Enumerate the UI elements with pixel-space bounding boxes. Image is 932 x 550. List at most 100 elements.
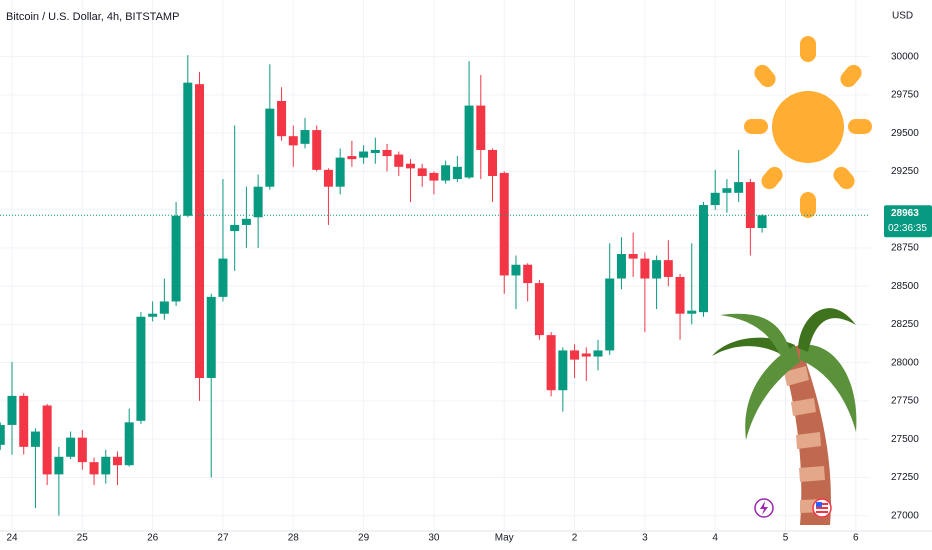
candle-body: [77, 437, 87, 463]
candle-body: [359, 151, 369, 158]
candle-body: [570, 350, 580, 360]
candle-body: [429, 172, 439, 181]
candle-body: [265, 108, 275, 187]
candle-body: [89, 462, 99, 475]
candle-body: [347, 156, 357, 160]
y-tick-label: 27500: [891, 434, 919, 445]
candle-body: [148, 313, 158, 317]
candle-body: [312, 130, 322, 170]
candle-body: [534, 283, 544, 336]
y-tick-label: 28500: [891, 281, 919, 292]
y-tick-label: 29500: [891, 128, 919, 139]
y-tick-label: 27000: [891, 510, 919, 521]
candle-body: [218, 258, 228, 297]
x-tick-label: 24: [6, 533, 18, 544]
candle-body: [452, 166, 462, 180]
candle-body: [464, 105, 474, 178]
event-icons: [754, 498, 832, 518]
candle-body: [581, 353, 591, 357]
candle-body: [54, 456, 64, 475]
candle-body: [734, 182, 744, 193]
candle-body: [370, 149, 380, 154]
candle-body: [288, 136, 298, 146]
x-tick-label: 28: [288, 533, 300, 544]
candle-body: [616, 254, 626, 279]
candle-body: [253, 186, 263, 218]
candle-body: [546, 335, 556, 391]
y-tick-label: 30000: [891, 51, 919, 62]
y-tick-label: 29750: [891, 90, 919, 101]
currency-label: USD: [892, 11, 913, 22]
candle-body: [159, 301, 169, 314]
last-price-label: 28963: [891, 208, 919, 219]
x-tick-label: 30: [428, 533, 440, 544]
countdown-label: 02:36:35: [888, 223, 927, 234]
x-tick-label: 3: [642, 533, 648, 544]
candle-body: [476, 105, 486, 150]
sun-sticker: [744, 36, 872, 218]
y-tick-label: 28250: [891, 319, 919, 330]
candle-body: [640, 258, 650, 279]
candle-body: [710, 192, 720, 206]
candle-body: [652, 260, 662, 279]
x-tick-label: 6: [853, 533, 859, 544]
candle-body: [300, 130, 310, 144]
y-tick-label: 29250: [891, 166, 919, 177]
candle-body: [417, 168, 427, 176]
x-tick-label: 26: [147, 533, 159, 544]
candle-body: [206, 296, 216, 378]
candle-body: [101, 456, 111, 475]
candle-body: [241, 218, 251, 225]
x-tick-label: May: [495, 533, 514, 544]
y-tick-label: 28750: [891, 243, 919, 254]
chart-title: Bitcoin / U.S. Dollar, 4h, BITSTAMP: [6, 11, 179, 23]
candle-body: [698, 205, 708, 313]
candle-body: [441, 165, 451, 181]
candle-body: [136, 316, 146, 421]
candle-body: [382, 149, 392, 157]
candle-body: [230, 224, 240, 232]
candle-body: [112, 456, 122, 466]
candle-body: [499, 172, 509, 276]
candle-body: [0, 424, 5, 445]
palm-sticker: [712, 308, 857, 525]
candle-body: [628, 254, 638, 259]
candle-body: [511, 264, 521, 276]
candle-body: [7, 395, 17, 425]
candles: [0, 55, 767, 516]
candle-body: [183, 82, 193, 216]
candle-body: [19, 395, 29, 447]
x-tick-label: 29: [358, 533, 370, 544]
x-tick-label: 5: [783, 533, 789, 544]
candle-body: [124, 422, 134, 466]
candle-body: [558, 350, 568, 391]
candle-body: [687, 310, 697, 314]
candle-body: [757, 215, 767, 229]
candle-body: [335, 157, 345, 187]
candle-body: [277, 100, 287, 137]
candle-body: [394, 154, 404, 167]
candle-body: [171, 215, 181, 302]
candle-body: [488, 149, 498, 176]
candle-body: [405, 163, 415, 169]
candle-body: [195, 84, 205, 378]
y-tick-label: 27750: [891, 396, 919, 407]
candle-body: [30, 431, 40, 447]
x-tick-label: 27: [217, 533, 229, 544]
candle-body: [66, 437, 76, 457]
candle-body: [42, 405, 52, 475]
candle-body: [523, 264, 533, 284]
candle-body: [675, 276, 685, 314]
y-tick-label: 28000: [891, 357, 919, 368]
candle-body: [745, 182, 755, 229]
candle-body: [323, 169, 333, 187]
y-tick-label: 27250: [891, 472, 919, 483]
x-tick-label: 25: [77, 533, 89, 544]
candle-body: [605, 278, 615, 351]
candle-body: [722, 188, 732, 193]
x-tick-label: 2: [572, 533, 578, 544]
candle-body: [593, 350, 603, 357]
x-tick-label: 4: [712, 533, 718, 544]
